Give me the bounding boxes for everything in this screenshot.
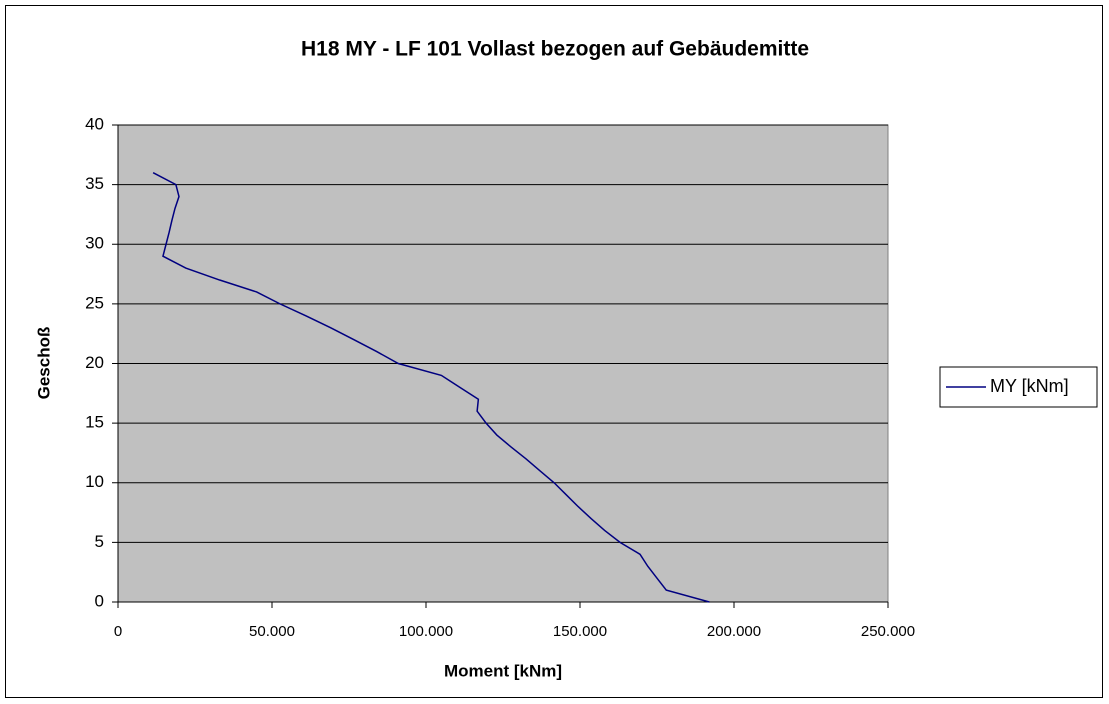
y-tick-label: 0: [95, 591, 104, 610]
x-tick-label: 100.000: [399, 623, 453, 640]
legend-label: MY [kNm]: [990, 376, 1069, 396]
y-tick-label: 5: [95, 532, 104, 551]
y-tick-label: 35: [85, 174, 104, 193]
y-tick-label: 40: [85, 114, 104, 133]
y-tick-label: 25: [85, 293, 104, 312]
y-tick-label: 20: [85, 353, 104, 372]
y-axis-title: Geschoß: [34, 327, 53, 400]
x-tick-label: 250.000: [861, 623, 915, 640]
y-tick-label: 30: [85, 234, 104, 253]
x-axis-title: Moment [kNm]: [444, 661, 562, 680]
chart-title: H18 MY - LF 101 Vollast bezogen auf Gebä…: [301, 38, 809, 61]
y-tick-label: 15: [85, 413, 104, 432]
x-tick-label: 150.000: [553, 623, 607, 640]
data-line: [152, 172, 710, 603]
x-tick-label: 0: [114, 623, 122, 640]
y-tick-label: 10: [85, 472, 104, 491]
x-tick-label: 50.000: [249, 623, 295, 640]
x-tick-label: 200.000: [707, 623, 761, 640]
